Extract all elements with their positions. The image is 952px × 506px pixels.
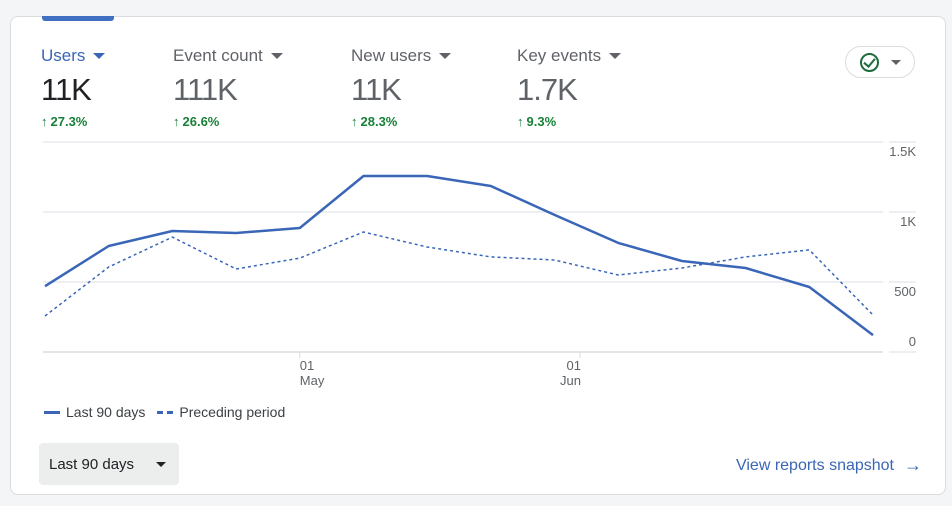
metric-delta: 28.3% bbox=[360, 114, 398, 129]
metric-delta: 27.3% bbox=[50, 114, 88, 129]
arrow-up-icon: ↑ bbox=[41, 114, 48, 129]
metric-value: 11K bbox=[41, 72, 92, 107]
y-tick-label: 0 bbox=[909, 334, 916, 349]
chart-legend: Last 90 days Preceding period bbox=[44, 404, 285, 420]
x-tick-month: May bbox=[300, 373, 325, 388]
y-tick-label: 1.5K bbox=[889, 144, 916, 159]
arrow-up-icon: ↑ bbox=[517, 114, 524, 129]
caret-down-icon bbox=[156, 461, 167, 467]
arrow-up-icon: ↑ bbox=[173, 114, 180, 129]
metric-value: 111K bbox=[173, 72, 238, 107]
caret-down-icon bbox=[609, 53, 622, 59]
metric-label: Users bbox=[41, 46, 86, 65]
metric-value: 11K bbox=[351, 72, 402, 107]
x-tick-day: 01 bbox=[567, 358, 581, 373]
metric-users[interactable]: Users 11K ↑ 27.3% bbox=[41, 46, 106, 129]
compare-button[interactable] bbox=[845, 46, 915, 78]
metric-label: Event count bbox=[173, 46, 263, 65]
y-tick-label: 1K bbox=[900, 214, 916, 229]
legend-previous: Preceding period bbox=[179, 404, 286, 420]
legend-solid-swatch bbox=[44, 410, 60, 414]
caret-down-icon bbox=[890, 59, 901, 65]
caret-down-icon bbox=[439, 53, 452, 59]
date-range-dropdown[interactable]: Last 90 days bbox=[39, 443, 179, 485]
date-range-label: Last 90 days bbox=[49, 455, 135, 473]
metric-value: 1.7K bbox=[517, 72, 578, 107]
view-reports-snapshot-link[interactable]: View reports snapshot → bbox=[736, 455, 922, 476]
series-line-preceding-period bbox=[44, 231, 874, 317]
x-tick-day: 01 bbox=[300, 358, 314, 373]
snapshot-link-label: View reports snapshot bbox=[735, 456, 894, 474]
check-circle-icon bbox=[859, 52, 879, 72]
y-tick-label: 500 bbox=[894, 284, 916, 299]
metric-new-users[interactable]: New users 11K ↑ 28.3% bbox=[351, 46, 452, 129]
legend-dashed-swatch bbox=[157, 410, 174, 414]
x-tick-month: Jun bbox=[560, 373, 581, 388]
caret-down-icon bbox=[270, 53, 283, 59]
active-tab-indicator bbox=[42, 16, 114, 21]
summary-card bbox=[10, 16, 946, 495]
arrow-right-icon: → bbox=[904, 455, 922, 475]
metric-event-count[interactable]: Event count 111K ↑ 26.6% bbox=[173, 46, 283, 129]
metric-delta: 26.6% bbox=[182, 114, 220, 129]
legend-current: Last 90 days bbox=[66, 404, 146, 420]
metric-key-events[interactable]: Key events 1.7K ↑ 9.3% bbox=[517, 46, 622, 129]
metric-label: Key events bbox=[517, 46, 602, 65]
metric-label: New users bbox=[351, 46, 432, 65]
metric-delta: 9.3% bbox=[526, 114, 557, 129]
caret-down-icon bbox=[93, 53, 106, 59]
series-line-last-90-days bbox=[44, 174, 874, 337]
arrow-up-icon: ↑ bbox=[351, 114, 358, 129]
